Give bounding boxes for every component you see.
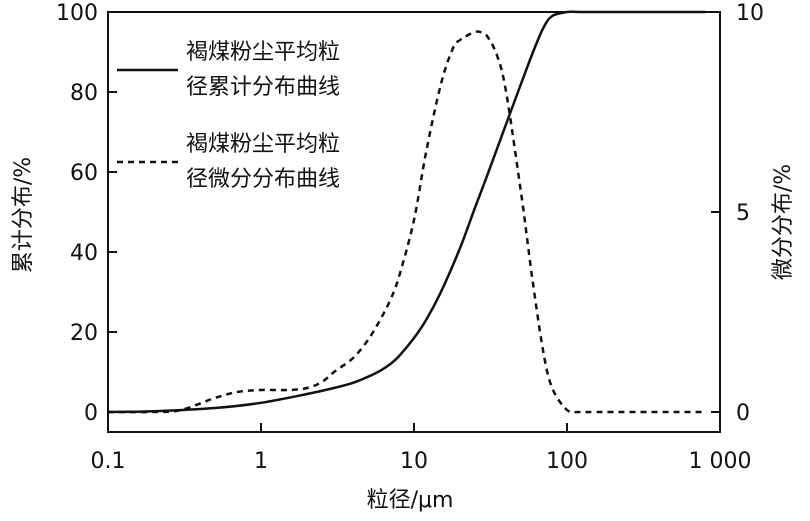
legend-item2-line1: 褐煤粉尘平均粒	[186, 132, 340, 157]
x-tick-label: 1 000	[689, 449, 752, 474]
x-tick-label: 10	[400, 449, 428, 474]
y-left-tick-label: 40	[70, 241, 98, 266]
y-left-tick-label: 60	[70, 161, 98, 186]
y-right-tick-label: 5	[736, 201, 750, 226]
differential-distribution-line	[107, 30, 706, 414]
legend-item1-line1: 褐煤粉尘平均粒	[186, 40, 340, 65]
y-left-tick-label: 80	[70, 81, 98, 106]
ticks-layer	[107, 11, 721, 432]
legend-item2-line2: 径微分分布曲线	[186, 167, 340, 192]
series-layer	[107, 10, 706, 414]
y-left-tick-label: 20	[70, 321, 98, 346]
legend-item1-line2: 径累计分布曲线	[186, 75, 340, 100]
cumulative-distribution-line	[107, 10, 706, 414]
x-axis-title: 粒径/μm	[367, 488, 454, 513]
y-left-axis-title: 累计分布/%	[11, 157, 36, 273]
y-right-tick-label: 10	[736, 1, 764, 26]
tick-labels-layer: 0.1 1 10 100 1 000 0 20 40 60 80 100 0 5 10	[56, 1, 764, 474]
x-tick-label: 100	[546, 449, 588, 474]
x-tick-label: 1	[254, 449, 268, 474]
y-left-tick-label: 0	[84, 401, 98, 426]
y-right-axis-title: 微分分布/%	[771, 164, 796, 280]
y-left-tick-label: 100	[56, 1, 98, 26]
legend: 褐煤粉尘平均粒 径累计分布曲线 褐煤粉尘平均粒 径微分分布曲线	[117, 40, 340, 192]
x-tick-label: 0.1	[91, 449, 126, 474]
y-right-tick-label: 0	[736, 401, 750, 426]
